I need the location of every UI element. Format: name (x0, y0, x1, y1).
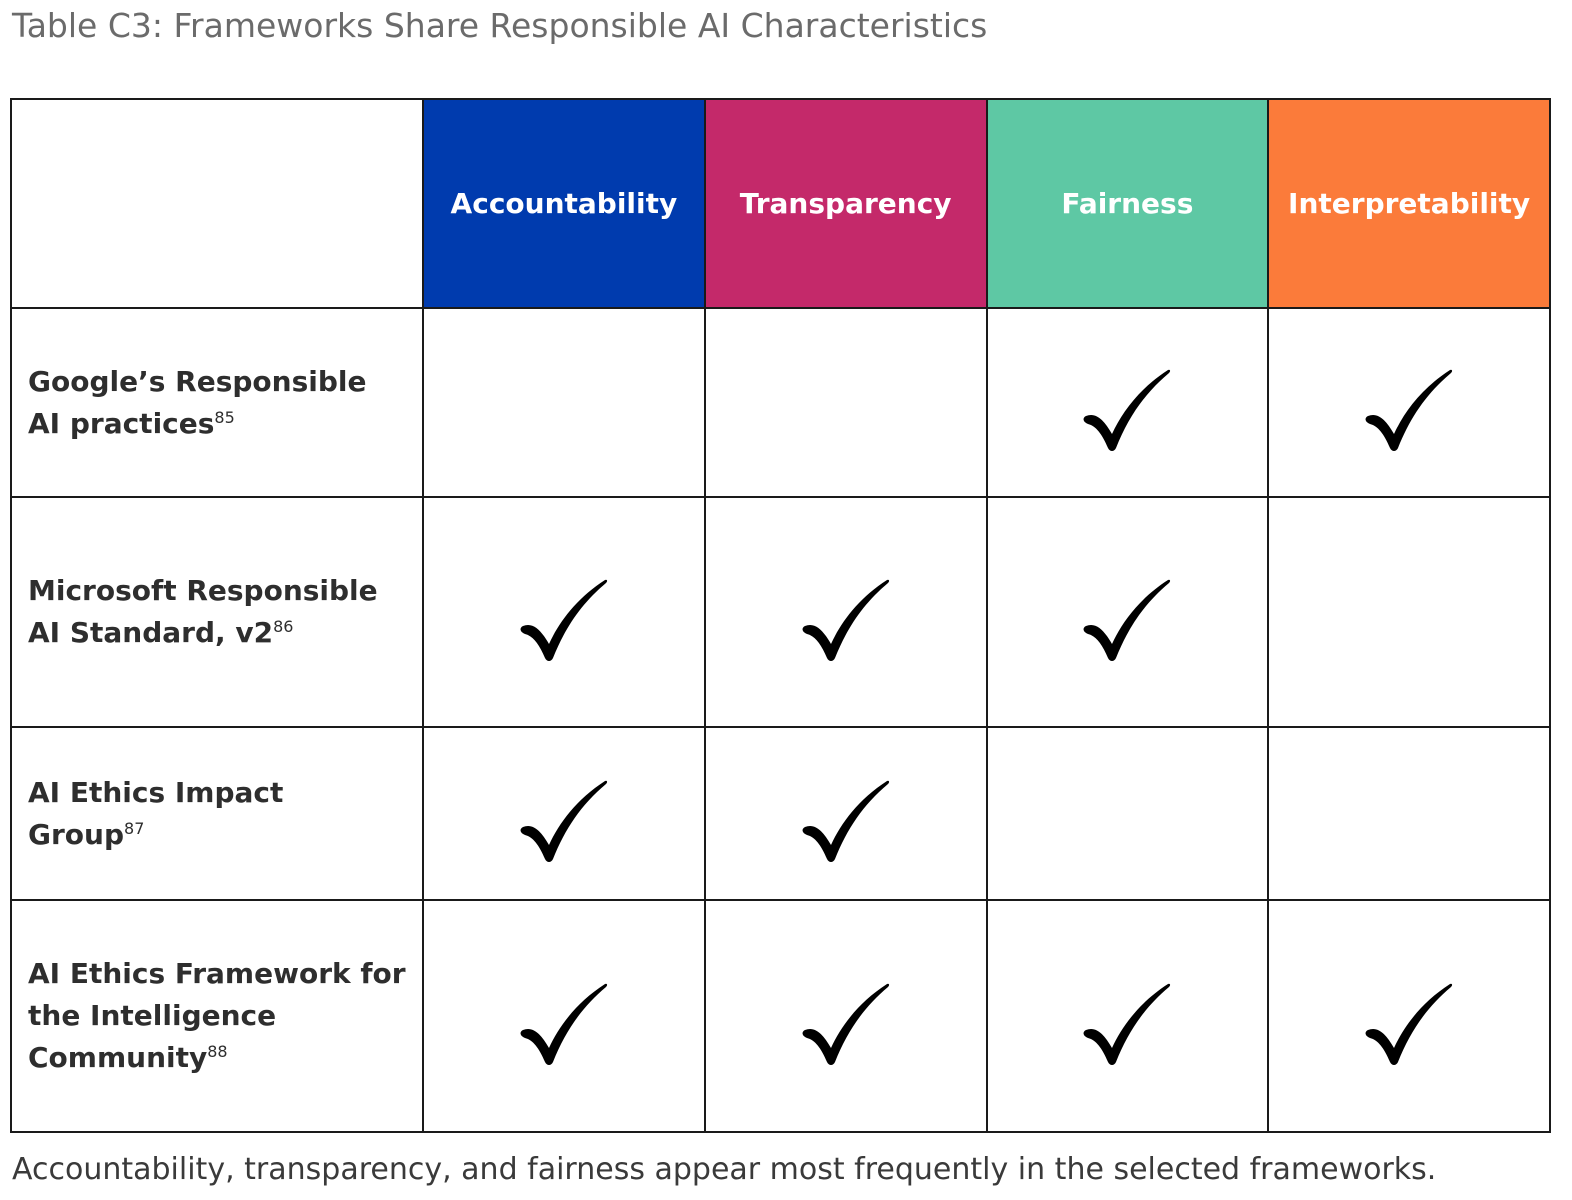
footnote-ref: 88 (207, 1042, 228, 1061)
check-cell-transparency (703, 496, 988, 728)
check-cell-fairness (985, 496, 1270, 728)
check-cell-transparency (703, 899, 988, 1133)
checkmark-icon (801, 578, 891, 662)
checkmark-icon (519, 779, 609, 863)
checkmark-icon (1082, 982, 1172, 1066)
framework-name: AI Ethics Framework for the Intelligence… (9, 899, 425, 1133)
header-accountability: Accountability (422, 98, 706, 309)
framework-name-text: AI Ethics Impact Group (28, 775, 284, 851)
checkmark-icon (801, 982, 891, 1066)
header-row: Accountability Transparency Fairness Int… (9, 98, 1551, 309)
check-cell-interpretability (1267, 496, 1551, 728)
check-cell-fairness (985, 307, 1270, 498)
footnote-ref: 87 (124, 818, 145, 838)
checkmark-icon (1364, 982, 1454, 1066)
header-fairness: Fairness (985, 98, 1270, 309)
table-row: AI Ethics Framework for the Intelligence… (9, 899, 1551, 1133)
framework-name: Google’s Responsible AI practices85 (9, 307, 425, 498)
check-cell-interpretability (1267, 307, 1551, 498)
table-title: Table C3: Frameworks Share Responsible A… (12, 6, 988, 45)
checkmark-icon (801, 779, 891, 863)
framework-name: AI Ethics Impact Group87 (9, 726, 425, 901)
footnote-ref: 85 (214, 407, 235, 427)
footnote-ref: 86 (273, 617, 294, 636)
checkmark-icon (519, 578, 609, 662)
check-cell-fairness (985, 899, 1270, 1133)
checkmark-icon (1364, 368, 1454, 452)
header-transparency: Transparency (703, 98, 988, 309)
check-cell-accountability (422, 496, 706, 728)
check-cell-accountability (422, 899, 706, 1133)
checkmark-icon (1082, 368, 1172, 452)
table-row: Microsoft Responsible AI Standard, v286 (9, 496, 1551, 728)
corner-cell (9, 98, 425, 309)
framework-name-text: Microsoft Responsible AI Standard, v2 (28, 574, 378, 649)
check-cell-interpretability (1267, 899, 1551, 1133)
check-cell-transparency (703, 307, 988, 498)
framework-name: Microsoft Responsible AI Standard, v286 (9, 496, 425, 728)
header-interpretability: Interpretability (1267, 98, 1551, 309)
table-row: AI Ethics Impact Group87 (9, 726, 1551, 901)
checkmark-icon (1082, 578, 1172, 662)
characteristics-table: Accountability Transparency Fairness Int… (9, 98, 1551, 1133)
check-cell-fairness (985, 726, 1270, 901)
checkmark-icon (519, 982, 609, 1066)
check-cell-accountability (422, 307, 706, 498)
framework-name-text: AI Ethics Framework for the Intelligence… (28, 957, 406, 1074)
check-cell-transparency (703, 726, 988, 901)
check-cell-accountability (422, 726, 706, 901)
table-row: Google’s Responsible AI practices85 (9, 307, 1551, 498)
framework-name-text: Google’s Responsible AI practices (28, 364, 367, 440)
check-cell-interpretability (1267, 726, 1551, 901)
table-caption: Accountability, transparency, and fairne… (12, 1152, 1437, 1187)
